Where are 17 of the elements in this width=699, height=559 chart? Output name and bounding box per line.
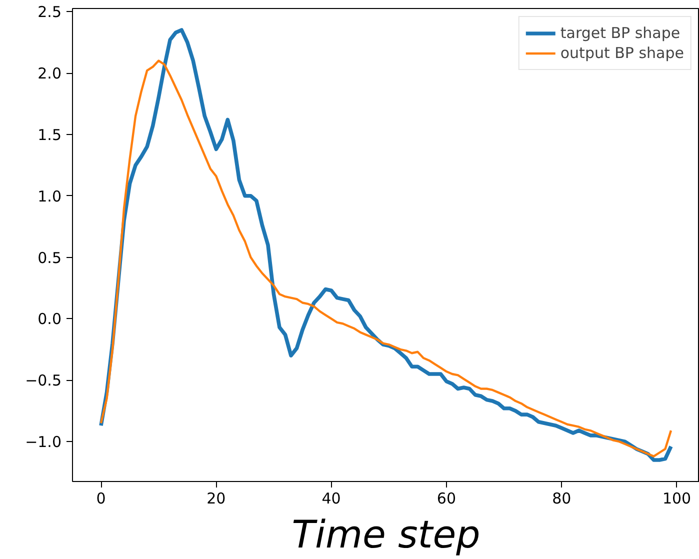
y-tick-label: 1.0	[38, 187, 62, 206]
x-tick-label: 80	[552, 490, 572, 508]
x-tick-label: 100	[662, 490, 692, 508]
y-tick-label: 2.5	[38, 3, 62, 22]
legend-label: output BP shape	[560, 44, 684, 62]
y-tick-label: −1.0	[25, 433, 62, 452]
x-tick-label: 20	[206, 490, 226, 508]
x-tick-label: 40	[322, 490, 341, 508]
y-tick-label: 0.0	[38, 310, 62, 328]
legend-label: target BP shape	[560, 24, 680, 42]
x-tick-label: 60	[436, 490, 456, 508]
y-tick-label: 2.0	[38, 64, 62, 82]
y-tick-label: 0.5	[38, 248, 62, 267]
y-tick-label: 1.5	[38, 126, 62, 144]
x-axis-title: Time step	[292, 512, 480, 556]
y-tick-label: −0.5	[25, 372, 62, 390]
x-tick-label: 0	[96, 490, 106, 508]
